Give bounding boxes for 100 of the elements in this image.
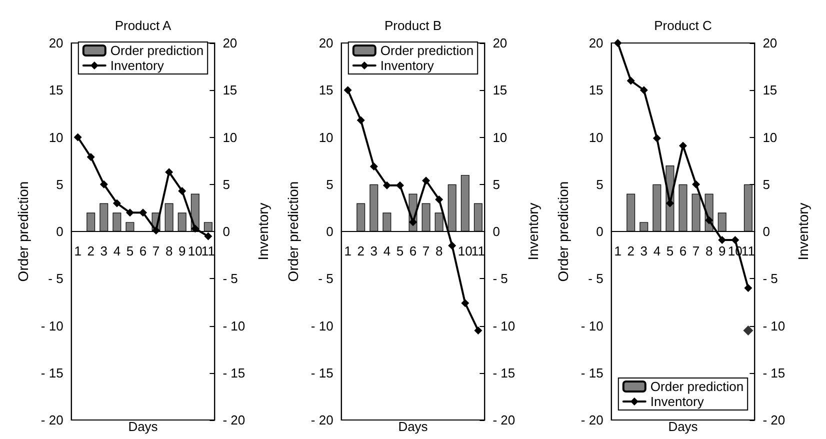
x-tick-label: 7: [152, 244, 160, 258]
y-tick-label: - 10: [310, 318, 334, 334]
x-tick-label: 2: [627, 244, 634, 258]
legend-label: Order prediction: [650, 379, 744, 394]
y2-tick-label: - 10: [222, 318, 246, 334]
point: [139, 208, 147, 217]
x-tick-label: 8: [165, 244, 173, 258]
y2-tick-label: 5: [222, 176, 230, 192]
x-tick-label: 9: [718, 244, 726, 258]
y2-tick-label: - 15: [762, 365, 786, 380]
y-tick-label: - 15: [40, 365, 64, 380]
point: [86, 153, 95, 162]
y2-axis-title: Inventory: [525, 202, 541, 260]
y2-tick-label: 10: [762, 130, 778, 145]
point: [679, 142, 687, 150]
x-axis-title: Days: [668, 419, 698, 434]
y-tick-label: 20: [48, 36, 64, 50]
point: [614, 39, 622, 47]
y-axis-title: Order prediction: [285, 181, 301, 282]
point: [461, 299, 470, 308]
point: [191, 224, 200, 233]
y-tick-label: 10: [588, 130, 604, 145]
point: [640, 86, 648, 94]
x-tick-label: 2: [87, 244, 94, 258]
x-tick-label: 6: [679, 244, 687, 258]
x-tick-label: 2: [357, 244, 364, 258]
legend-label: Order prediction: [110, 43, 204, 58]
y2-tick-label: - 20: [762, 412, 786, 428]
y2-axis-title: Inventory: [795, 202, 811, 260]
x-tick-label: 11: [201, 244, 215, 258]
chart-title: Product C: [654, 18, 712, 33]
point: [422, 176, 430, 185]
x-axis-title: Days: [128, 419, 158, 434]
x-tick-label: 1: [614, 244, 622, 258]
point: [165, 168, 174, 176]
point: [100, 180, 108, 188]
point: [652, 134, 661, 142]
x-tick-label: 3: [100, 244, 108, 258]
point: [370, 162, 378, 170]
legend-label: Inventory: [110, 58, 164, 73]
point: [731, 236, 740, 244]
y-tick-label: - 10: [40, 318, 64, 334]
x-tick-label: 5: [666, 244, 674, 258]
x-tick-label: 5: [396, 244, 404, 258]
y-axis-title: Order prediction: [555, 181, 571, 282]
y2-tick-label: - 5: [222, 271, 238, 286]
y-tick-label: 10: [318, 130, 334, 145]
legend-label: Inventory: [650, 394, 704, 409]
y2-tick-label: 5: [762, 176, 770, 192]
legend-label: Order prediction: [380, 43, 474, 58]
x-tick-label: 1: [344, 244, 352, 258]
point: [74, 133, 82, 142]
y2-tick-label: - 10: [762, 318, 786, 334]
x-tick-label: 4: [113, 244, 121, 258]
point: [204, 232, 212, 240]
y2-tick-label: - 5: [492, 271, 508, 286]
x-tick-label: 7: [422, 244, 430, 258]
legend-label: Inventory: [380, 58, 434, 73]
x-tick-label: 10: [188, 244, 202, 258]
point: [152, 226, 160, 235]
x-axis-title: Days: [398, 419, 428, 434]
y2-tick-label: 0: [222, 224, 230, 239]
chart-title: Product A: [114, 18, 172, 33]
point: [409, 218, 417, 226]
y2-tick-label: 0: [492, 224, 500, 239]
x-tick-label: 5: [126, 244, 134, 258]
point: [396, 181, 404, 190]
x-tick-label: 10: [458, 244, 472, 258]
point: [435, 195, 444, 204]
point: [448, 242, 456, 250]
y-tick-label: - 15: [580, 365, 604, 380]
y-tick-label: 0: [596, 224, 604, 239]
x-tick-label: 9: [178, 244, 186, 258]
y-tick-label: 0: [56, 224, 64, 239]
x-tick-label: 7: [692, 244, 700, 258]
point: [692, 180, 700, 188]
y2-tick-label: 10: [222, 130, 238, 145]
x-tick-label: 6: [409, 244, 417, 258]
y-tick-label: 20: [318, 36, 334, 50]
y2-tick-label: - 20: [222, 412, 246, 428]
chart-title: Product B: [384, 18, 442, 33]
y2-tick-label: - 15: [222, 365, 246, 380]
y-tick-label: 5: [326, 176, 334, 192]
x-tick-label: 11: [741, 244, 755, 258]
x-tick-label: 1: [74, 244, 82, 258]
y-tick-label: - 20: [310, 412, 334, 428]
y-tick-label: - 20: [580, 412, 604, 428]
point: [126, 208, 134, 217]
y2-tick-label: - 15: [492, 365, 516, 380]
point: [344, 86, 352, 94]
y2-tick-label: 15: [762, 82, 778, 98]
y2-tick-label: - 5: [762, 271, 778, 286]
y2-tick-label: 20: [762, 36, 778, 50]
y-tick-label: - 15: [310, 365, 334, 380]
y-tick-label: - 10: [580, 318, 604, 334]
y-tick-label: 10: [48, 130, 64, 145]
y-tick-label: 20: [588, 36, 604, 50]
y2-tick-label: 15: [492, 82, 508, 98]
x-tick-label: 4: [383, 244, 391, 258]
y-tick-label: 15: [318, 82, 334, 98]
